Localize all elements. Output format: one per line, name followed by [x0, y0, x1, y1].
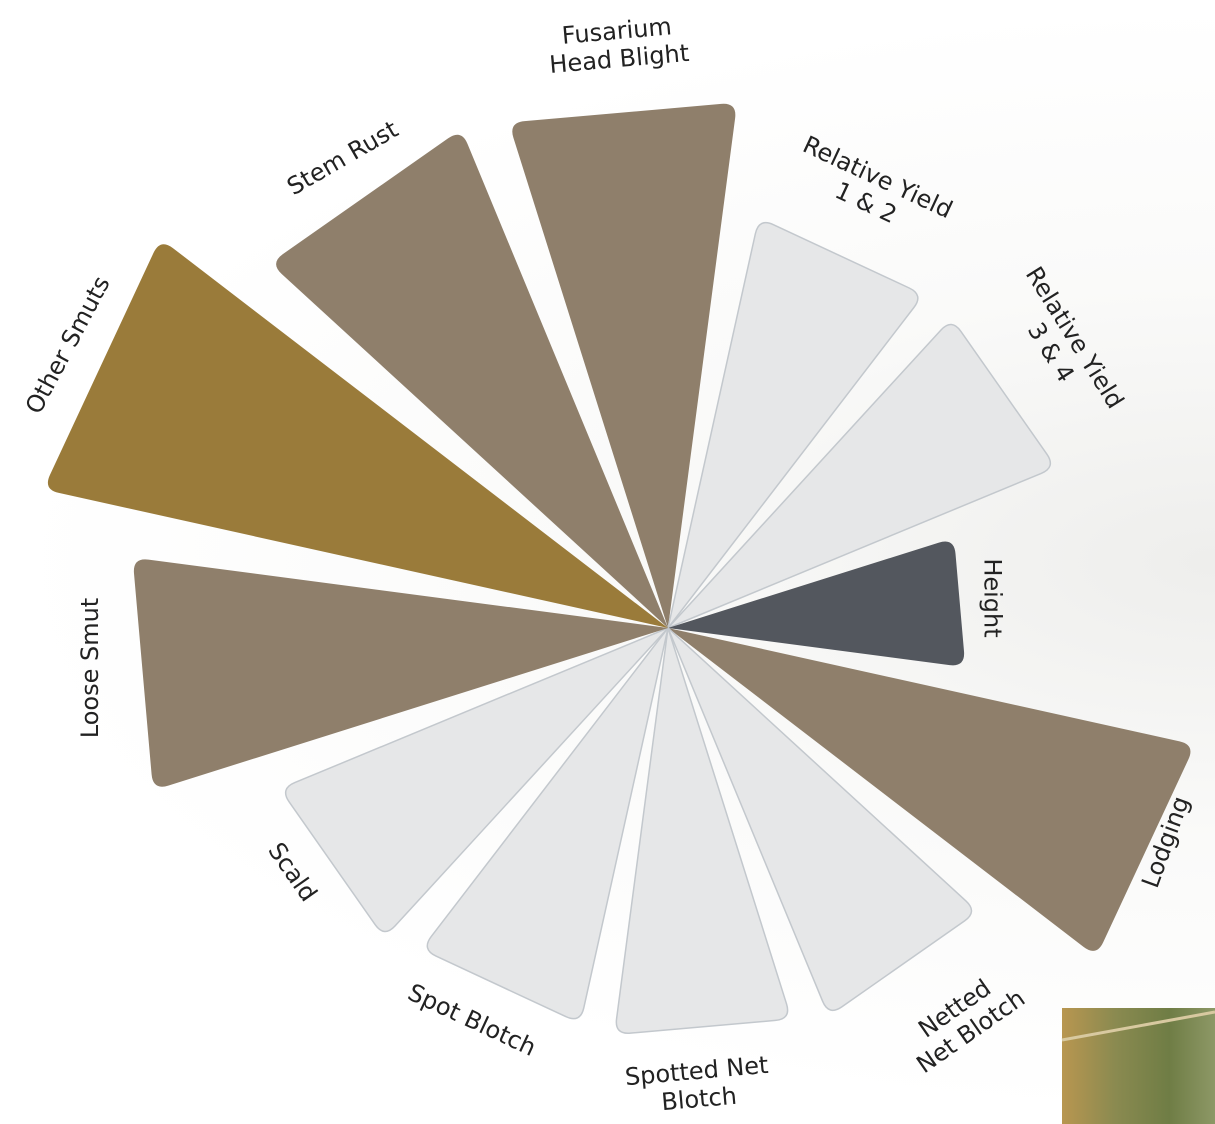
wedge [47, 244, 668, 628]
photo-stalk [1061, 1010, 1215, 1042]
category-label: Height [978, 558, 1007, 638]
wedge [668, 628, 1191, 951]
wedge [284, 627, 669, 933]
wedge [426, 627, 669, 1020]
wedge [667, 627, 973, 1012]
wedge [276, 134, 668, 629]
wedge [667, 323, 1052, 629]
wedge [615, 627, 789, 1034]
wedge [668, 541, 965, 666]
category-label: Loose Smut [76, 597, 105, 739]
wedge [667, 221, 919, 629]
wedge [133, 559, 668, 787]
wedge [512, 103, 736, 629]
